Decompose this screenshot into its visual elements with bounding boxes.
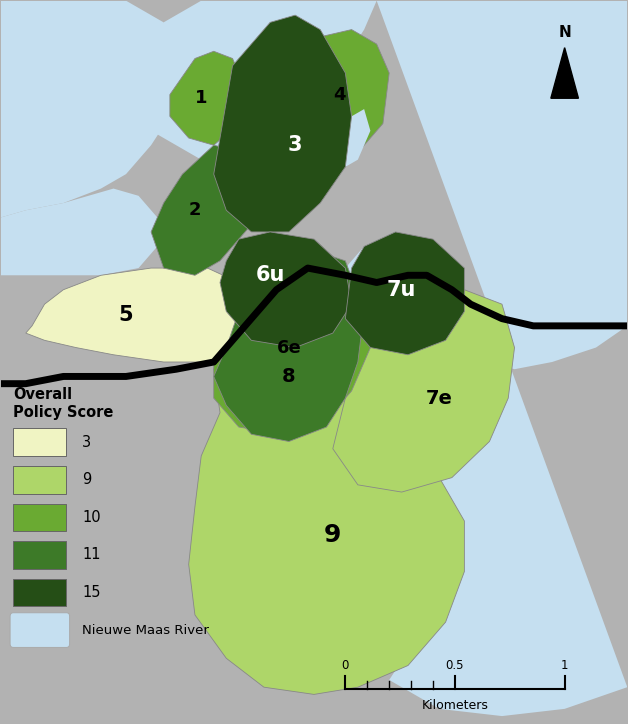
Bar: [13, 504, 67, 531]
Polygon shape: [170, 51, 245, 146]
Polygon shape: [276, 30, 389, 174]
Polygon shape: [551, 48, 578, 98]
Text: Nieuwe Maas River: Nieuwe Maas River: [82, 623, 209, 636]
Polygon shape: [214, 246, 364, 442]
Text: 15: 15: [82, 585, 100, 600]
Polygon shape: [188, 304, 464, 694]
Text: 7u: 7u: [387, 279, 416, 300]
Bar: [13, 542, 67, 568]
Text: 3: 3: [82, 434, 91, 450]
Polygon shape: [1, 1, 188, 217]
Text: 0: 0: [342, 659, 349, 672]
Text: 9: 9: [82, 472, 92, 487]
Polygon shape: [345, 232, 464, 355]
Polygon shape: [214, 15, 352, 232]
FancyBboxPatch shape: [10, 613, 70, 647]
Text: Kilometers: Kilometers: [421, 699, 489, 712]
Polygon shape: [139, 1, 377, 181]
Text: 1: 1: [561, 659, 568, 672]
Text: 0.5: 0.5: [446, 659, 464, 672]
Polygon shape: [214, 239, 371, 434]
Polygon shape: [314, 1, 627, 716]
Text: 4: 4: [333, 85, 345, 104]
Text: 10: 10: [82, 510, 100, 525]
Text: 7e: 7e: [426, 389, 453, 408]
Bar: [13, 578, 67, 606]
Bar: [13, 429, 67, 456]
Text: 11: 11: [82, 547, 100, 563]
Text: Overall
Policy Score: Overall Policy Score: [13, 387, 114, 420]
Text: 6u: 6u: [256, 265, 285, 285]
Text: 5: 5: [119, 305, 133, 325]
Text: 3: 3: [288, 135, 303, 155]
Text: 2: 2: [188, 201, 201, 219]
Polygon shape: [151, 146, 257, 275]
Polygon shape: [239, 88, 276, 146]
Polygon shape: [333, 290, 514, 492]
Text: 8: 8: [282, 367, 296, 386]
Polygon shape: [339, 109, 371, 167]
Bar: [13, 466, 67, 494]
Polygon shape: [26, 268, 251, 362]
Text: 6e: 6e: [276, 339, 301, 356]
Text: N: N: [558, 25, 571, 41]
Text: 9: 9: [324, 523, 342, 547]
Polygon shape: [1, 188, 158, 275]
Text: 1: 1: [195, 88, 207, 106]
Polygon shape: [220, 232, 352, 348]
